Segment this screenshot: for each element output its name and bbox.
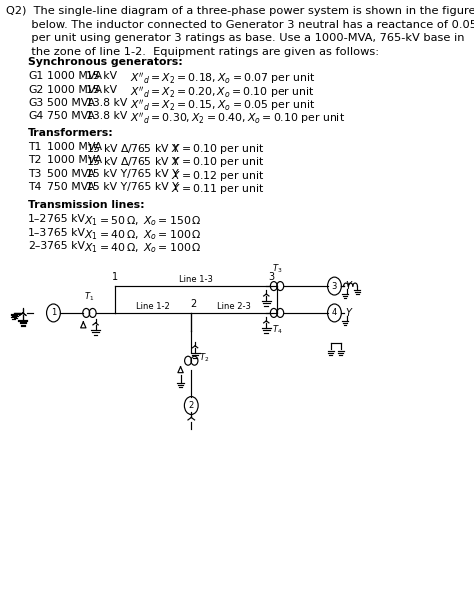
Text: 750 MVA: 750 MVA xyxy=(47,182,95,192)
Text: $T_3$: $T_3$ xyxy=(272,263,282,275)
Text: 1000 MVA: 1000 MVA xyxy=(47,85,102,94)
Text: 2–3: 2–3 xyxy=(28,241,47,251)
Text: 765 kV: 765 kV xyxy=(47,241,85,251)
Text: 1000 MVA: 1000 MVA xyxy=(47,71,102,81)
Text: 15 kV: 15 kV xyxy=(86,71,117,81)
Text: $X = 0.10$ per unit: $X = 0.10$ per unit xyxy=(172,142,264,156)
Text: 765 kV: 765 kV xyxy=(47,228,85,238)
Text: 2: 2 xyxy=(191,299,197,309)
Text: 1: 1 xyxy=(51,308,56,317)
Text: $X_1 = 40\,\Omega,\ X_o = 100\,\Omega$: $X_1 = 40\,\Omega,\ X_o = 100\,\Omega$ xyxy=(84,228,201,242)
Text: the zone of line 1-2.  Equipment ratings are given as follows:: the zone of line 1-2. Equipment ratings … xyxy=(6,47,379,56)
Text: 1–2: 1–2 xyxy=(28,215,47,224)
Text: 765 kV: 765 kV xyxy=(47,215,85,224)
Text: $X = 0.12$ per unit: $X = 0.12$ per unit xyxy=(172,169,264,183)
Text: 1000 MVA: 1000 MVA xyxy=(47,155,102,165)
Text: 500 MVA: 500 MVA xyxy=(47,98,95,108)
Text: T4: T4 xyxy=(28,182,42,192)
Text: 3: 3 xyxy=(268,272,274,282)
Text: T1: T1 xyxy=(28,142,42,151)
Text: 13.8 kV: 13.8 kV xyxy=(86,111,127,121)
Text: 15 kV Y/765 kV Y: 15 kV Y/765 kV Y xyxy=(86,182,178,192)
Text: $X_1 = 50\,\Omega,\ X_o = 150\,\Omega$: $X_1 = 50\,\Omega,\ X_o = 150\,\Omega$ xyxy=(84,215,201,228)
Text: G4: G4 xyxy=(28,111,44,121)
Text: Transformers:: Transformers: xyxy=(28,128,114,138)
Text: T2: T2 xyxy=(28,155,42,165)
Text: per unit using generator 3 ratings as base. Use a 1000-MVA, 765-kV base in: per unit using generator 3 ratings as ba… xyxy=(6,33,465,43)
Text: $X_1 = 40\,\Omega,\ X_o = 100\,\Omega$: $X_1 = 40\,\Omega,\ X_o = 100\,\Omega$ xyxy=(84,241,201,255)
Text: Line 1-3: Line 1-3 xyxy=(179,275,213,284)
Text: $T_1$: $T_1$ xyxy=(84,290,94,303)
Text: $X''_d = 0.30, X_2 = 0.40, X_o = 0.10$ per unit: $X''_d = 0.30, X_2 = 0.40, X_o = 0.10$ p… xyxy=(130,111,345,126)
Text: Y: Y xyxy=(345,281,351,291)
Text: Synchronous generators:: Synchronous generators: xyxy=(28,57,183,67)
Text: 2: 2 xyxy=(189,401,194,410)
Text: $X = 0.10$ per unit: $X = 0.10$ per unit xyxy=(172,155,264,169)
Text: 3: 3 xyxy=(332,281,337,290)
Text: below. The inductor connected to Generator 3 neutral has a reactance of 0.05: below. The inductor connected to Generat… xyxy=(6,20,474,30)
Text: $T_2$: $T_2$ xyxy=(199,352,209,364)
Text: Q2)  The single-line diagram of a three-phase power system is shown in the figur: Q2) The single-line diagram of a three-p… xyxy=(6,7,474,16)
Text: $X''_d = X_2 = 0.18, X_o = 0.07$ per unit: $X''_d = X_2 = 0.18, X_o = 0.07$ per uni… xyxy=(130,71,315,86)
Text: 15 kV $\Delta$/765 kV Y: 15 kV $\Delta$/765 kV Y xyxy=(86,155,180,168)
Text: Transmission lines:: Transmission lines: xyxy=(28,201,145,210)
Text: $T_4$: $T_4$ xyxy=(272,324,283,337)
Text: Line 2-3: Line 2-3 xyxy=(217,302,251,311)
Text: T3: T3 xyxy=(28,169,42,178)
Text: 1000 MVA: 1000 MVA xyxy=(47,142,102,151)
Text: Line 1-2: Line 1-2 xyxy=(136,302,170,311)
Text: 13.8 kV: 13.8 kV xyxy=(86,98,127,108)
Text: Y: Y xyxy=(345,308,351,318)
Text: G1: G1 xyxy=(28,71,44,81)
Text: 15 kV Y/765 kV Y: 15 kV Y/765 kV Y xyxy=(86,169,178,178)
Text: 15 kV $\Delta$/765 kV Y: 15 kV $\Delta$/765 kV Y xyxy=(86,142,180,154)
Text: G3: G3 xyxy=(28,98,44,108)
Text: 15 kV: 15 kV xyxy=(86,85,117,94)
Text: $X = 0.11$ per unit: $X = 0.11$ per unit xyxy=(172,182,264,196)
Text: 1–3: 1–3 xyxy=(28,228,47,238)
Text: $X''_d = X_2 = 0.20, X_o = 0.10$ per unit: $X''_d = X_2 = 0.20, X_o = 0.10$ per uni… xyxy=(130,85,315,100)
Text: $X''_d = X_2 = 0.15, X_o = 0.05$ per unit: $X''_d = X_2 = 0.15, X_o = 0.05$ per uni… xyxy=(130,98,315,113)
Text: 4: 4 xyxy=(332,308,337,317)
Text: 750 MVA: 750 MVA xyxy=(47,111,95,121)
Text: 1: 1 xyxy=(112,272,118,282)
Text: 500 MVA: 500 MVA xyxy=(47,169,95,178)
Text: G2: G2 xyxy=(28,85,44,94)
